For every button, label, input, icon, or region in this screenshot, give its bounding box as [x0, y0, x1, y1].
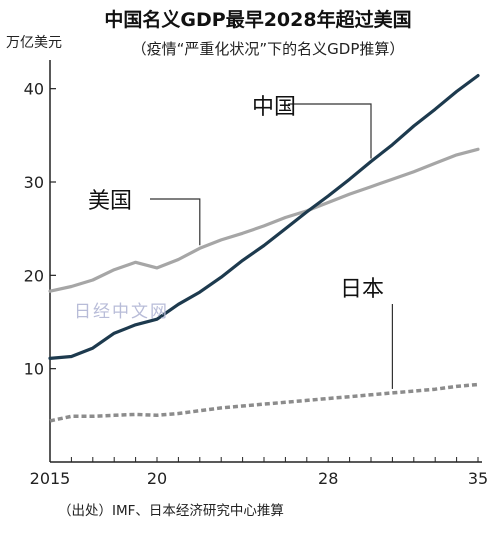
- x-tick-label: 2015: [30, 469, 71, 488]
- chart-title: 中国名义GDP最早2028年超过美国: [104, 8, 411, 31]
- watermark: 日经中文网: [74, 302, 169, 322]
- y-tick-label: 30: [24, 173, 44, 192]
- series-label-usa: 美国: [88, 189, 132, 214]
- series-line-china: [48, 73, 480, 360]
- chart-subtitle: （疫情“严重化状况”下的名义GDP推算）: [132, 40, 405, 58]
- series-line-usa: [48, 147, 480, 293]
- x-tick-label: 20: [147, 469, 167, 488]
- leader-line-usa: [150, 198, 201, 246]
- series-label-japan: 日本: [340, 277, 384, 302]
- y-tick-label: 20: [24, 266, 44, 285]
- y-axis-unit-label: 万亿美元: [6, 35, 62, 51]
- y-tick-label: 10: [24, 360, 44, 379]
- series-line-japan: [49, 382, 479, 423]
- source-note: （出处）IMF、日本经济研究中心推算: [58, 503, 284, 519]
- leader-line-china: [288, 103, 372, 159]
- series-label-china: 中国: [252, 95, 296, 120]
- x-tick-label: 28: [318, 469, 338, 488]
- x-tick-label: 35: [468, 469, 488, 488]
- y-tick-label: 40: [24, 80, 44, 99]
